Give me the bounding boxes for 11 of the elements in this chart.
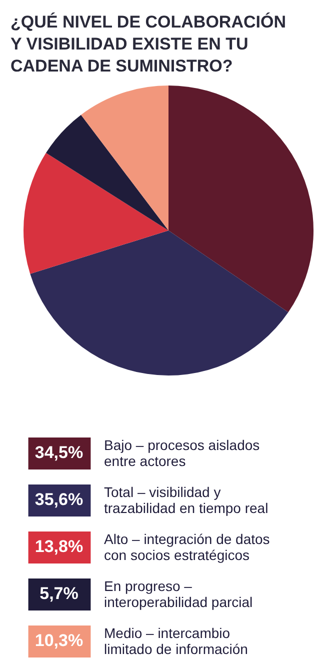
legend-label: Total – visibilidad y trazabilidad en tiempo real: [104, 483, 268, 518]
legend-label: Alto – integración de datos con socios estratégicos: [104, 530, 270, 565]
data-label: 10,3%: [34, 631, 84, 651]
data-label: 5,7%: [40, 584, 78, 604]
data-label: 35,6%: [34, 490, 84, 510]
data-label: 13,8%: [34, 537, 84, 557]
data-label: 34,5%: [34, 443, 84, 463]
legend-label: Bajo – procesos aislados entre actores: [104, 436, 260, 471]
legend-label: Medio – intercambio limitado de información: [104, 624, 248, 659]
legend-label: En progreso – interoperabilidad parcial: [104, 577, 253, 612]
chart-title: ¿QUÉ NIVEL DE COLABORACIÓN Y VISIBILIDAD EXISTE EN TU CADENA DE SUMINISTRO?: [10, 12, 286, 76]
